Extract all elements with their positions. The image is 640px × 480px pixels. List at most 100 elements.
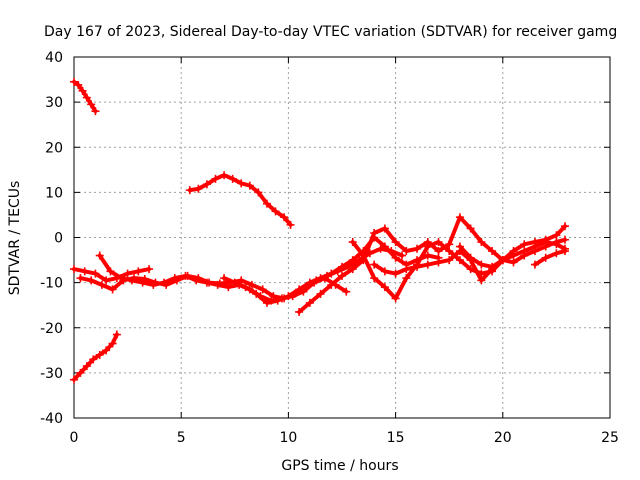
x-tick-label: 0: [70, 430, 79, 446]
data-point: [123, 269, 132, 278]
data-point: [552, 249, 561, 258]
y-tick-label: -10: [40, 276, 63, 292]
data-point: [327, 280, 336, 289]
data-point: [91, 107, 100, 116]
data-point: [413, 244, 422, 253]
data-point: [262, 199, 271, 208]
data-point: [402, 247, 411, 256]
chart-title: Day 167 of 2023, Sidereal Day-to-day VTE…: [44, 24, 617, 40]
data-point: [82, 362, 91, 371]
data-point: [380, 283, 389, 292]
data-point: [488, 262, 497, 271]
data-point: [455, 242, 464, 251]
y-tick-label: 0: [54, 231, 63, 247]
series-arc-12: [530, 247, 569, 269]
data-point: [70, 265, 78, 274]
data-point: [112, 330, 121, 339]
series-line: [72, 79, 98, 114]
data-point: [380, 224, 389, 233]
data-point: [445, 240, 454, 249]
data-point: [391, 294, 400, 303]
data-point: [560, 247, 569, 256]
data-point: [117, 274, 126, 283]
data-point: [87, 100, 96, 109]
data-point: [106, 267, 115, 276]
data-point: [252, 289, 261, 298]
data-point: [241, 283, 250, 292]
data-point: [423, 251, 432, 260]
data-point: [258, 285, 267, 294]
data-point: [91, 269, 100, 278]
x-tick-label: 5: [177, 430, 186, 446]
data-point: [434, 247, 443, 256]
data-point: [202, 180, 211, 189]
data-point: [138, 278, 147, 287]
data-point: [380, 267, 389, 276]
data-point: [370, 228, 379, 237]
data-point: [97, 280, 106, 289]
data-point: [530, 242, 539, 251]
data-point: [455, 256, 464, 265]
data-point: [295, 307, 304, 316]
data-point: [78, 86, 87, 95]
data-point: [102, 276, 111, 285]
data-point: [477, 260, 486, 269]
data-point: [284, 292, 293, 301]
x-tick-label: 20: [494, 430, 512, 446]
data-point: [376, 244, 385, 253]
series-arc-7: [220, 233, 443, 307]
data-point: [247, 280, 256, 289]
data-point: [149, 280, 158, 289]
data-point: [423, 260, 432, 269]
x-tick-label: 15: [387, 430, 405, 446]
data-point: [402, 265, 411, 274]
data-point: [230, 278, 239, 287]
data-point: [89, 355, 98, 364]
data-point: [445, 247, 454, 256]
grid: [74, 57, 610, 418]
series-arc-11: [455, 238, 569, 271]
data-point: [220, 274, 229, 283]
data-point: [145, 265, 154, 274]
data-point: [170, 274, 179, 283]
data-point: [316, 289, 325, 298]
data-point: [95, 350, 104, 359]
data-point: [434, 258, 443, 267]
x-tick-label: 10: [279, 430, 297, 446]
data-point: [220, 171, 229, 180]
data-point: [413, 262, 422, 271]
data-point: [509, 258, 518, 267]
data-point: [520, 240, 529, 249]
data-point: [87, 276, 96, 285]
data-point: [541, 238, 550, 247]
data-point: [434, 238, 443, 247]
series-arc-2: [70, 330, 121, 384]
data-point: [338, 271, 346, 280]
y-tick-label: 40: [45, 50, 63, 66]
data-point: [509, 251, 518, 260]
data-point: [202, 278, 211, 287]
data-point: [160, 278, 169, 287]
data-point: [445, 256, 454, 265]
data-point: [192, 276, 201, 285]
data-point: [552, 240, 561, 249]
data-point: [108, 339, 117, 348]
y-tick-label: -20: [40, 321, 63, 337]
series-arc-3: [185, 171, 295, 229]
data-point: [530, 260, 539, 269]
data-point: [560, 222, 569, 231]
data-point: [305, 298, 314, 307]
data-point: [262, 298, 271, 307]
series-line: [533, 249, 567, 267]
data-point: [76, 274, 85, 283]
data-point: [348, 238, 357, 247]
y-axis-label: SDTVAR / TECUs: [7, 181, 23, 296]
data-point: [370, 260, 379, 269]
data-point: [338, 262, 346, 271]
data-point: [74, 80, 83, 89]
data-point: [228, 174, 237, 183]
data-point: [181, 271, 190, 280]
data-point: [224, 283, 233, 292]
data-point: [391, 253, 400, 262]
